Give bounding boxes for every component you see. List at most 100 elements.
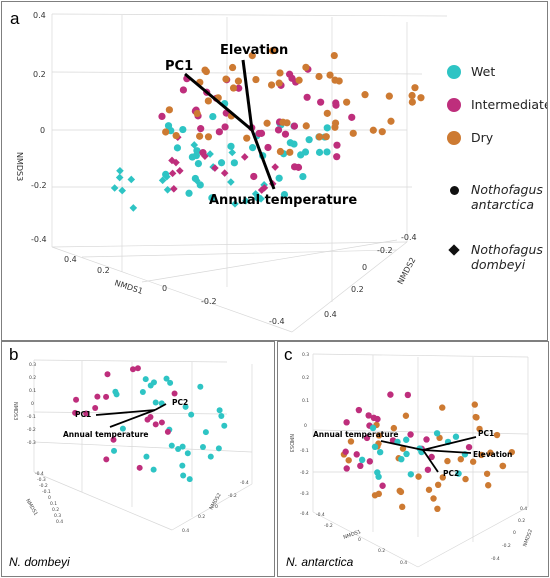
dry-point [499,462,506,470]
dry-point [434,505,441,513]
intermediate-point [428,453,435,461]
z-tick: 0.2 [302,375,309,381]
dry-point [330,51,338,60]
wet-point [280,190,289,199]
dry-point [343,98,351,106]
intermediate-diamond [175,166,184,175]
intermediate-point [355,406,363,414]
gridline [51,71,423,75]
dry-point [322,133,330,141]
intermediate-point [404,391,412,399]
panel-b-points [72,365,228,483]
z-tick: -0.2 [300,470,309,476]
dry-point [326,71,334,79]
dry-point [323,109,331,117]
dry-point [430,495,437,502]
z-tick: -0.1 [27,414,36,420]
gridline [51,246,293,333]
y-tick: -0.4 [240,480,249,486]
gridline [141,239,398,283]
dry-point [302,63,310,71]
wet-point [167,379,174,386]
wet-point [452,433,460,440]
gridline [81,249,398,258]
dry-point [385,92,393,100]
panel-c-caption: N. antarctica [286,555,354,569]
vector-pc1 [422,436,477,451]
dry-point [193,109,201,118]
intermediate-point [152,421,159,428]
dry-point [487,449,494,456]
wet-point [182,403,189,410]
wet-point [217,159,226,167]
z-axis-label: NMDS3 [15,152,24,181]
wet-point [209,112,217,121]
panel-c-vectors [380,436,477,473]
intermediate-point [171,390,178,397]
wet-point [184,450,191,457]
intermediate-point [374,415,381,423]
dry-point [375,490,383,498]
y-tick: 0.4 [324,310,337,319]
z-tick: 0.3 [302,352,309,358]
gridline [51,13,448,17]
dry-point [172,131,180,140]
wet-point [111,447,118,454]
dry-point [349,129,357,137]
x-tick: -0.2 [201,297,217,306]
intermediate-point [104,371,111,378]
wet-point [215,445,222,452]
dry-point [315,133,324,141]
gridline [312,353,529,358]
wet-point [230,159,238,167]
z-tick: 0.2 [33,70,46,79]
dry-point [331,119,340,127]
intermediate-point [136,464,143,471]
intermediate-point [235,84,243,92]
vector-label-pc2: PC2 [443,469,459,478]
z-tick: -0.2 [31,181,47,190]
intermediate-point [465,443,473,451]
dry-point [295,76,303,84]
dry-point [411,84,419,92]
wet-point [375,473,382,480]
wet-point [179,443,186,450]
intermediate-point [281,130,290,138]
intermediate-point [365,412,372,419]
legend-item-wet: Wet [447,64,495,79]
gridline [33,359,228,363]
intermediate-point [72,409,79,416]
wet-diamond [192,176,201,185]
wet-point [173,144,182,152]
intermediate-point [129,366,136,373]
intermediate-diamond [172,158,180,167]
gridline [312,429,529,435]
y-tick: -0.2 [377,246,393,255]
dry-point [243,134,251,142]
dry-point [402,412,410,419]
dry-point [397,488,405,496]
dry-point [279,118,287,126]
intermediate-point [73,396,80,403]
intermediate-point [407,431,414,438]
dry-point [439,404,446,411]
intermediate-point [264,143,272,152]
dry-point [276,69,284,77]
wet-diamond [163,172,171,181]
intermediate-point [348,113,356,121]
dry-point [162,128,170,136]
dry-point [165,106,173,114]
vector-label-pc1: PC1 [478,429,494,438]
wet-point [185,189,193,197]
intermediate-point [357,462,364,470]
intermediate-point [215,128,223,136]
intermediate-point [353,451,360,458]
intermediate-diamond [257,186,266,194]
vector-label-pc1: PC1 [165,59,193,74]
wet-point [179,462,186,469]
dry-point [345,457,352,464]
dry-point [335,77,343,85]
x-tick: 0 [48,495,51,501]
wet-diamond [231,200,239,208]
dry-point [471,401,478,408]
